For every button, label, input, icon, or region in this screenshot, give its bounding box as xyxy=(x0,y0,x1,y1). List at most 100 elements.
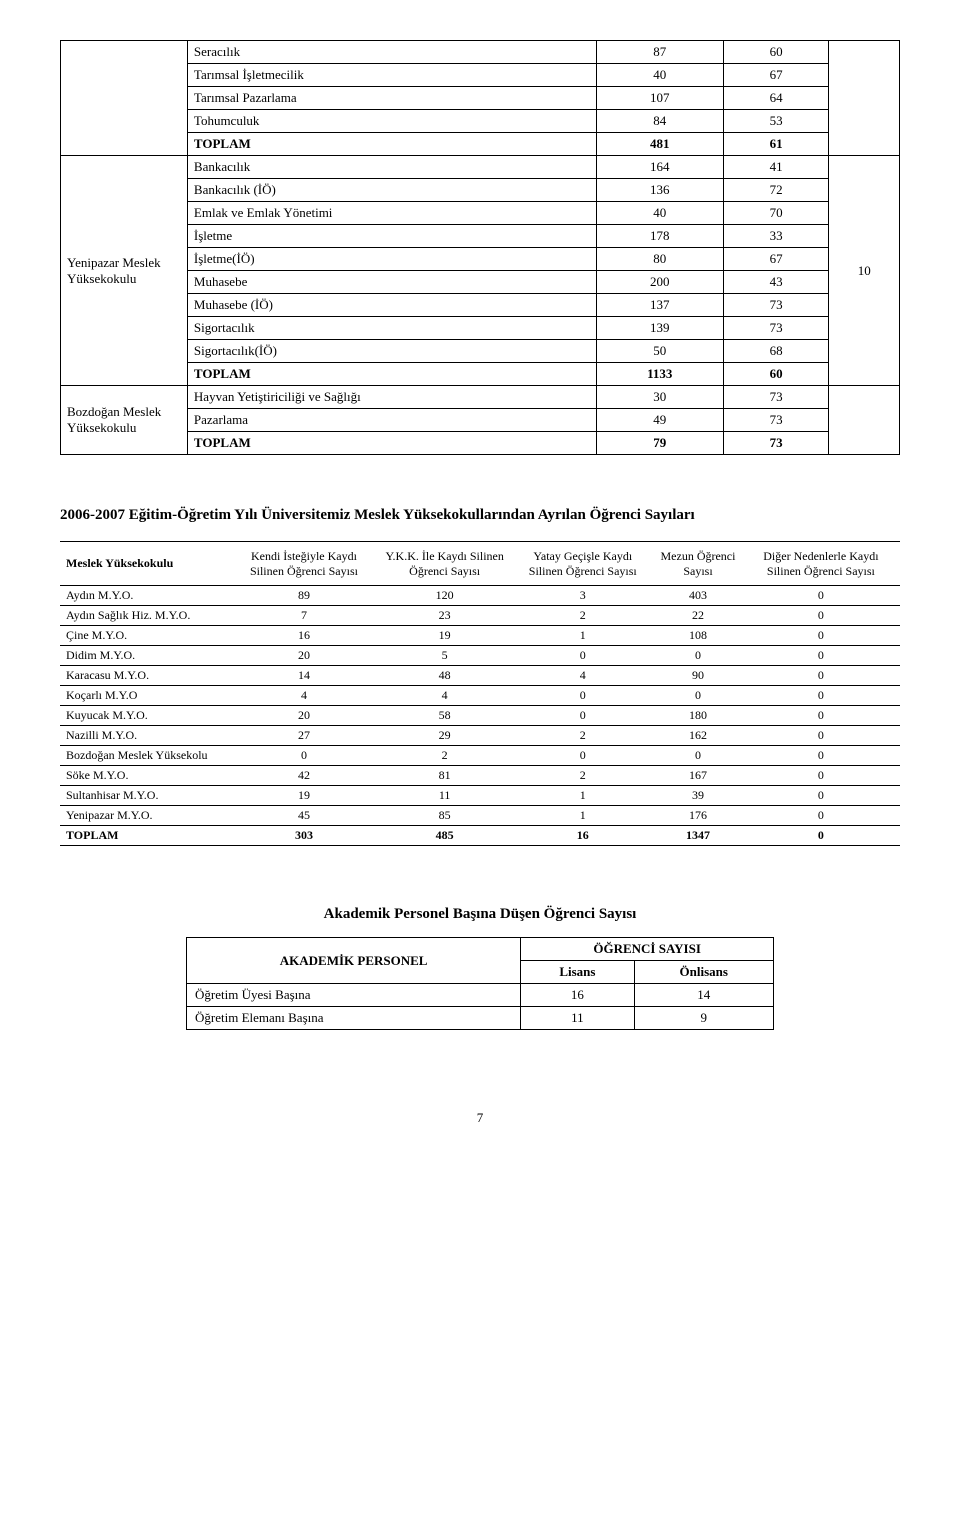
attrition-cell: 0 xyxy=(742,786,900,806)
program-value-a: 40 xyxy=(596,202,723,225)
ratio-row: Öğretim Elemanı Başına119 xyxy=(187,1007,774,1030)
attrition-cell: 20 xyxy=(230,646,378,666)
attrition-total-cell: 485 xyxy=(378,826,511,846)
attrition-row-name: Yenipazar M.Y.O. xyxy=(60,806,230,826)
program-value-b: 43 xyxy=(723,271,829,294)
attrition-total-cell: 16 xyxy=(511,826,654,846)
attrition-cell: 81 xyxy=(378,766,511,786)
ratio-header-top: ÖĞRENCİ SAYISI xyxy=(521,938,774,961)
attrition-cell: 89 xyxy=(230,586,378,606)
attrition-cell: 0 xyxy=(742,766,900,786)
group-label xyxy=(61,41,188,156)
attrition-row: Nazilli M.Y.O.272921620 xyxy=(60,726,900,746)
attrition-cell: 0 xyxy=(654,646,742,666)
group-label: Bozdoğan Meslek Yüksekokulu xyxy=(61,386,188,455)
attrition-col-header: Y.K.K. İle Kaydı Silinen Öğrenci Sayısı xyxy=(378,542,511,586)
attrition-cell: 108 xyxy=(654,626,742,646)
attrition-cell: 0 xyxy=(511,646,654,666)
group-extra-value xyxy=(829,41,900,156)
attrition-cell: 27 xyxy=(230,726,378,746)
attrition-cell: 20 xyxy=(230,706,378,726)
ratio-row-label: Öğretim Elemanı Başına xyxy=(187,1007,521,1030)
program-value-b: 73 xyxy=(723,317,829,340)
program-name: Sigortacılık(İÖ) xyxy=(187,340,596,363)
group-label: Yenipazar Meslek Yüksekokulu xyxy=(61,156,188,386)
program-name: Bankacılık (İÖ) xyxy=(187,179,596,202)
program-name: İşletme(İÖ) xyxy=(187,248,596,271)
attrition-col-header: Mezun Öğrenci Sayısı xyxy=(654,542,742,586)
attrition-total-cell: 0 xyxy=(742,826,900,846)
program-value-a: 30 xyxy=(596,386,723,409)
program-value-b: 41 xyxy=(723,156,829,179)
attrition-total-row: TOPLAM3034851613470 xyxy=(60,826,900,846)
program-value-a: 481 xyxy=(596,133,723,156)
program-value-a: 40 xyxy=(596,64,723,87)
program-value-a: 87 xyxy=(596,41,723,64)
attrition-cell: 29 xyxy=(378,726,511,746)
program-value-a: 1133 xyxy=(596,363,723,386)
attrition-cell: 0 xyxy=(230,746,378,766)
attrition-cell: 0 xyxy=(742,646,900,666)
attrition-row: Koçarlı M.Y.O44000 xyxy=(60,686,900,706)
program-value-a: 84 xyxy=(596,110,723,133)
attrition-cell: 23 xyxy=(378,606,511,626)
attrition-cell: 0 xyxy=(654,686,742,706)
attrition-cell: 0 xyxy=(742,666,900,686)
program-value-a: 136 xyxy=(596,179,723,202)
attrition-cell: 120 xyxy=(378,586,511,606)
attrition-cell: 19 xyxy=(378,626,511,646)
attrition-cell: 176 xyxy=(654,806,742,826)
attrition-cell: 1 xyxy=(511,786,654,806)
attrition-row-name: Sultanhisar M.Y.O. xyxy=(60,786,230,806)
attrition-row-name: Aydın Sağlık Hiz. M.Y.O. xyxy=(60,606,230,626)
attrition-cell: 0 xyxy=(742,706,900,726)
ratio-cell: 11 xyxy=(521,1007,634,1030)
attrition-cell: 58 xyxy=(378,706,511,726)
attrition-cell: 14 xyxy=(230,666,378,686)
program-value-b: 60 xyxy=(723,41,829,64)
program-name: Tarımsal Pazarlama xyxy=(187,87,596,110)
program-name: Bankacılık xyxy=(187,156,596,179)
attrition-cell: 2 xyxy=(511,766,654,786)
program-value-a: 139 xyxy=(596,317,723,340)
attrition-row-name: Nazilli M.Y.O. xyxy=(60,726,230,746)
attrition-table: Meslek YüksekokuluKendi İsteğiyle Kaydı … xyxy=(60,541,900,846)
program-name: Muhasebe xyxy=(187,271,596,294)
attrition-row: Söke M.Y.O.428121670 xyxy=(60,766,900,786)
program-value-b: 72 xyxy=(723,179,829,202)
program-value-b: 64 xyxy=(723,87,829,110)
attrition-row-name: Aydın M.Y.O. xyxy=(60,586,230,606)
program-value-b: 60 xyxy=(723,363,829,386)
attrition-row: Aydın M.Y.O.8912034030 xyxy=(60,586,900,606)
program-value-a: 107 xyxy=(596,87,723,110)
attrition-total-label: TOPLAM xyxy=(60,826,230,846)
attrition-cell: 167 xyxy=(654,766,742,786)
attrition-row-name: Çine M.Y.O. xyxy=(60,626,230,646)
program-name: Seracılık xyxy=(187,41,596,64)
program-name: İşletme xyxy=(187,225,596,248)
attrition-cell: 22 xyxy=(654,606,742,626)
attrition-cell: 19 xyxy=(230,786,378,806)
attrition-cell: 403 xyxy=(654,586,742,606)
attrition-cell: 16 xyxy=(230,626,378,646)
attrition-cell: 39 xyxy=(654,786,742,806)
attrition-cell: 0 xyxy=(742,746,900,766)
attrition-cell: 90 xyxy=(654,666,742,686)
attrition-cell: 1 xyxy=(511,626,654,646)
attrition-row-name: Koçarlı M.Y.O xyxy=(60,686,230,706)
program-value-b: 73 xyxy=(723,294,829,317)
program-name: TOPLAM xyxy=(187,133,596,156)
program-value-a: 80 xyxy=(596,248,723,271)
program-value-a: 50 xyxy=(596,340,723,363)
attrition-row-name: Bozdoğan Meslek Yüksekolu xyxy=(60,746,230,766)
attrition-cell: 4 xyxy=(230,686,378,706)
program-value-b: 33 xyxy=(723,225,829,248)
program-name: Emlak ve Emlak Yönetimi xyxy=(187,202,596,225)
ratio-row: Öğretim Üyesi Başına1614 xyxy=(187,984,774,1007)
attrition-cell: 48 xyxy=(378,666,511,686)
attrition-row-name: Söke M.Y.O. xyxy=(60,766,230,786)
ratio-table: AKADEMİK PERSONEL ÖĞRENCİ SAYISI Lisans … xyxy=(186,937,774,1030)
group-extra-value: 10 xyxy=(829,156,900,386)
attrition-col-header: Kendi İsteğiyle Kaydı Silinen Öğrenci Sa… xyxy=(230,542,378,586)
attrition-cell: 42 xyxy=(230,766,378,786)
